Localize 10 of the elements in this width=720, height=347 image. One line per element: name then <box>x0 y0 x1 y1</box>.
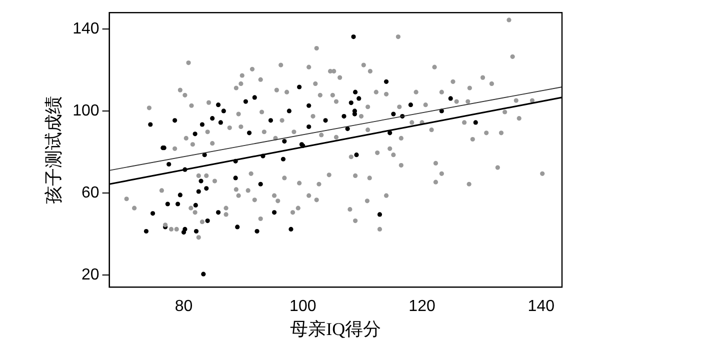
y-tick-label: 20 <box>82 266 100 284</box>
y-tick-label: 100 <box>72 102 100 120</box>
x-tick-label: 100 <box>290 298 316 316</box>
y-tick-label: 60 <box>82 184 100 202</box>
y-axis-title: 孩子测试成绩 <box>44 96 64 204</box>
x-tick-label: 80 <box>174 298 193 316</box>
x-tick-label: 140 <box>528 298 555 316</box>
y-tick-label: 140 <box>72 20 100 38</box>
x-axis-title: 母亲IQ得分 <box>290 318 382 339</box>
x-tick-label: 120 <box>408 298 436 316</box>
